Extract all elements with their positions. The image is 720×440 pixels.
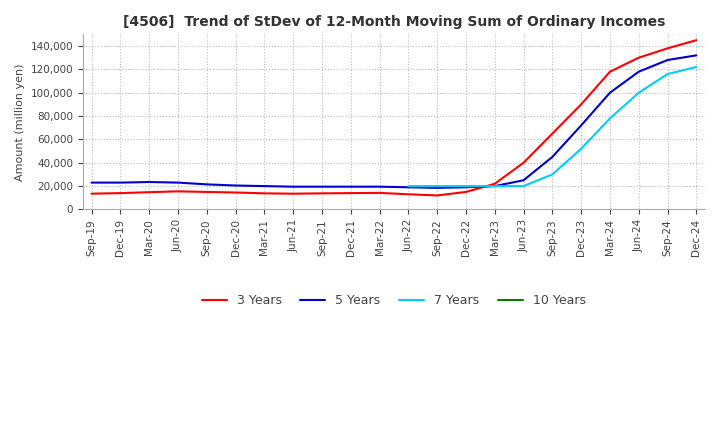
5 Years <box>634 69 643 74</box>
5 Years <box>519 178 528 183</box>
5 Years <box>318 184 326 189</box>
3 Years <box>519 160 528 165</box>
3 Years <box>404 192 413 197</box>
3 Years <box>433 193 441 198</box>
Legend: 3 Years, 5 Years, 7 Years, 10 Years: 3 Years, 5 Years, 7 Years, 10 Years <box>197 289 591 312</box>
3 Years <box>375 190 384 195</box>
5 Years <box>404 185 413 190</box>
3 Years <box>606 69 614 74</box>
3 Years <box>202 189 211 194</box>
7 Years <box>490 183 499 189</box>
3 Years <box>289 191 297 196</box>
5 Years <box>116 180 125 185</box>
5 Years <box>260 183 269 189</box>
5 Years <box>174 180 182 185</box>
5 Years <box>462 185 470 190</box>
3 Years <box>231 190 240 195</box>
5 Years <box>548 154 557 160</box>
7 Years <box>692 64 701 70</box>
3 Years <box>87 191 96 196</box>
7 Years <box>663 71 672 77</box>
7 Years <box>519 183 528 189</box>
5 Years <box>692 53 701 58</box>
3 Years <box>548 131 557 136</box>
3 Years <box>116 191 125 196</box>
3 Years <box>692 37 701 43</box>
Line: 5 Years: 5 Years <box>91 55 696 188</box>
7 Years <box>606 116 614 121</box>
3 Years <box>490 181 499 187</box>
3 Years <box>145 190 153 195</box>
7 Years <box>577 146 585 151</box>
Line: 7 Years: 7 Years <box>408 67 696 186</box>
5 Years <box>145 180 153 185</box>
7 Years <box>634 90 643 95</box>
5 Years <box>289 184 297 189</box>
3 Years <box>318 191 326 196</box>
5 Years <box>87 180 96 185</box>
5 Years <box>606 90 614 95</box>
5 Years <box>577 123 585 128</box>
5 Years <box>375 184 384 189</box>
3 Years <box>634 55 643 60</box>
5 Years <box>202 182 211 187</box>
3 Years <box>260 191 269 196</box>
5 Years <box>231 183 240 188</box>
7 Years <box>433 183 441 189</box>
Y-axis label: Amount (million yen): Amount (million yen) <box>15 63 25 181</box>
5 Years <box>346 184 355 189</box>
Line: 3 Years: 3 Years <box>91 40 696 195</box>
5 Years <box>490 183 499 189</box>
5 Years <box>433 185 441 191</box>
3 Years <box>174 189 182 194</box>
3 Years <box>346 191 355 196</box>
3 Years <box>577 102 585 107</box>
Title: [4506]  Trend of StDev of 12-Month Moving Sum of Ordinary Incomes: [4506] Trend of StDev of 12-Month Moving… <box>123 15 665 29</box>
3 Years <box>462 189 470 194</box>
7 Years <box>548 172 557 177</box>
7 Years <box>404 183 413 189</box>
3 Years <box>663 46 672 51</box>
7 Years <box>462 183 470 189</box>
5 Years <box>663 57 672 62</box>
